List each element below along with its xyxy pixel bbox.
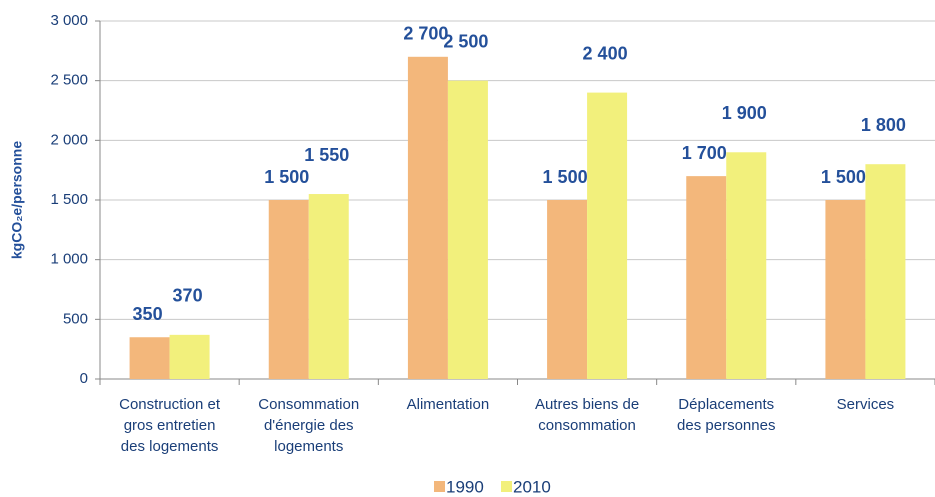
value-label: 1 900 (722, 103, 767, 123)
x-tick-label: Construction et (119, 396, 221, 413)
x-tick-label: Consommation (258, 396, 359, 413)
value-label: 1 500 (821, 167, 866, 187)
value-label: 1 700 (682, 143, 727, 163)
value-label: 2 400 (583, 43, 628, 63)
y-tick-label: 0 (80, 370, 88, 387)
value-label: 1 500 (264, 167, 309, 187)
value-label: 1 550 (304, 145, 349, 165)
x-tick-label: gros entretien (124, 417, 216, 434)
bar (686, 176, 727, 379)
y-tick-label: 1 500 (50, 191, 88, 208)
bar (268, 200, 309, 379)
x-tick-label: des logements (121, 438, 219, 455)
bar (825, 200, 866, 379)
value-label: 2 700 (403, 24, 448, 44)
x-tick-label: Autres biens de (535, 396, 639, 413)
x-tick-label: Déplacements (678, 396, 774, 413)
value-label: 2 500 (443, 31, 488, 51)
x-tick-label: des personnes (677, 417, 775, 434)
y-axis-label: kgCO₂e/personne (9, 141, 25, 259)
value-label: 1 800 (861, 115, 906, 135)
legend-label: 2010 (513, 477, 551, 496)
y-tick-label: 2 500 (50, 72, 88, 89)
bar (587, 92, 628, 379)
x-tick-label: consommation (538, 417, 636, 434)
bar (129, 337, 170, 379)
bar (447, 80, 488, 380)
bar (547, 200, 588, 379)
bar (865, 164, 906, 379)
bar (407, 56, 448, 380)
y-tick-label: 2 000 (50, 131, 88, 148)
legend-swatch (501, 481, 512, 492)
x-tick-label: Services (837, 396, 895, 413)
x-tick-label: Alimentation (407, 396, 490, 413)
legend-label: 1990 (446, 477, 484, 496)
legend-swatch (434, 481, 445, 492)
value-label: 350 (133, 304, 163, 324)
bar (726, 152, 767, 379)
bar (308, 194, 349, 379)
y-tick-label: 1 000 (50, 251, 88, 268)
value-label: 1 500 (543, 167, 588, 187)
x-tick-label: logements (274, 438, 343, 455)
bar (169, 334, 210, 379)
value-label: 370 (173, 286, 203, 306)
y-tick-label: 3 000 (50, 12, 88, 29)
x-tick-label: d'énergie des (264, 417, 354, 434)
y-tick-label: 500 (63, 310, 88, 327)
